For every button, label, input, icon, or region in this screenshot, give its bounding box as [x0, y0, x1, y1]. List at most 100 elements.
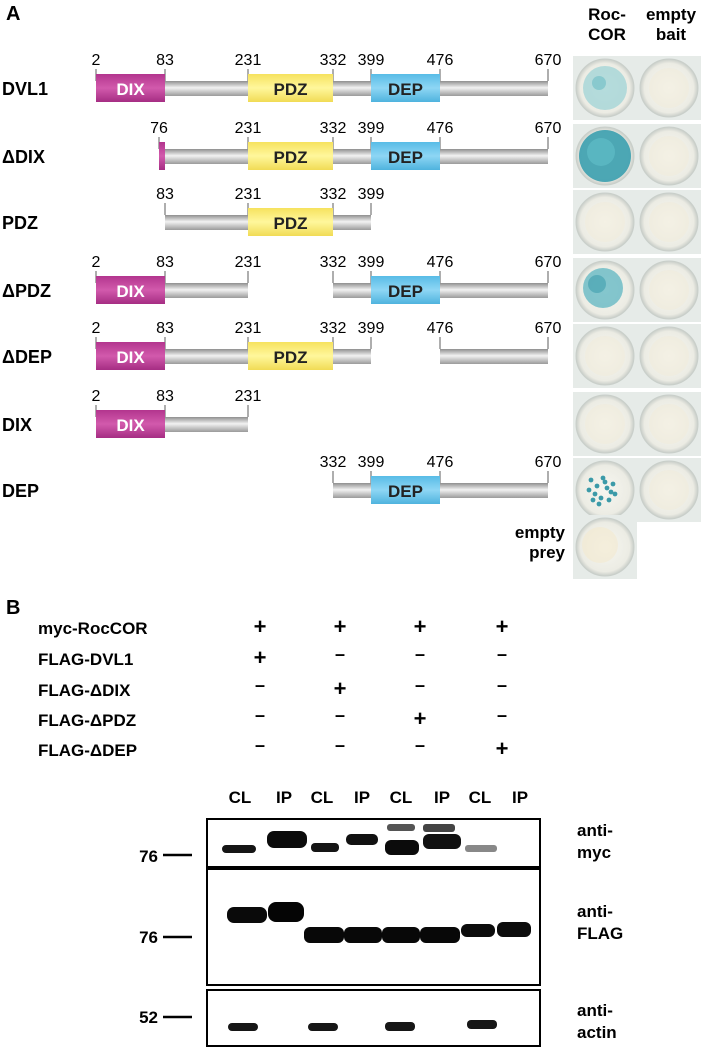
transfection-construct: FLAG-DVL1 [38, 650, 133, 669]
column-header-empty-bait-line2: bait [656, 25, 687, 44]
band [228, 1023, 258, 1031]
dix-domain-label: DIX [116, 416, 145, 435]
residue-number: 231 [235, 186, 262, 203]
marker-myc: 76 [139, 847, 192, 866]
residue-number: 476 [427, 320, 454, 337]
minus-mark: – [497, 644, 507, 664]
construct-row: ΔPDZ 2 83 231 332 399 476 670 DIX DEP [2, 254, 701, 322]
plus-mark: + [414, 614, 427, 639]
panel-b-label: B [6, 597, 20, 619]
pdz-domain [248, 74, 333, 102]
marker-myc-value: 76 [139, 847, 158, 866]
residue-number: 399 [358, 186, 385, 203]
empty-prey-line1: empty [515, 523, 566, 542]
residue-number: 332 [320, 454, 347, 471]
dix-domain [96, 342, 165, 370]
construct-row: DEP 332 399 476 670 DEP [2, 454, 701, 522]
panel-a-label: A [6, 3, 20, 25]
protein-backbone [159, 149, 548, 164]
dix-domain-label: DIX [116, 80, 145, 99]
minus-mark: – [335, 705, 345, 725]
minus-mark: – [497, 705, 507, 725]
construct-row: ΔDEP 2 83 231 332 399 476 670 DIX PDZ [2, 320, 701, 388]
construct-name: ΔDEP [2, 347, 52, 367]
dix-domain [96, 74, 165, 102]
roccor-plate [573, 124, 637, 188]
empty-prey-plate [573, 515, 637, 579]
roccor-plate [573, 324, 637, 388]
marker-flag-value: 76 [139, 928, 158, 947]
antibody-labels: anti- myc anti- FLAG anti- actin [577, 821, 623, 1042]
construct-name: ΔPDZ [2, 281, 51, 301]
column-header-roccor-line1: Roc- [588, 5, 626, 24]
dep-domain [371, 276, 440, 304]
antibody-flag-line1: anti- [577, 902, 613, 921]
band [465, 845, 497, 852]
plus-mark: + [254, 645, 267, 670]
residue-number: 231 [235, 120, 262, 137]
dix-domain-label: DIX [116, 282, 145, 301]
band [344, 927, 382, 943]
band [268, 902, 304, 922]
band [227, 907, 267, 923]
band [304, 927, 344, 943]
construct-name: DVL1 [2, 79, 48, 99]
residue-number: 399 [358, 254, 385, 271]
residue-number: 332 [320, 120, 347, 137]
minus-mark: – [255, 675, 265, 695]
residue-number: 2 [92, 320, 101, 337]
residue-number: 476 [427, 52, 454, 69]
minus-mark: – [415, 735, 425, 755]
residue-number: 399 [358, 120, 385, 137]
lane-label-ip: IP [434, 788, 450, 807]
residue-number: 670 [535, 454, 562, 471]
plus-mark: + [334, 614, 347, 639]
band [497, 922, 531, 937]
dix-domain [96, 410, 165, 438]
pdz-domain [248, 142, 333, 170]
empty-prey-line2: prey [529, 543, 565, 562]
antibody-actin-line1: anti- [577, 1001, 613, 1020]
marker-actin: 52 [139, 1008, 192, 1027]
band [420, 927, 460, 943]
plus-mark: + [414, 706, 427, 731]
band [346, 834, 378, 845]
residue-number: 231 [235, 52, 262, 69]
plus-mark: + [496, 614, 509, 639]
residue-number: 83 [156, 254, 174, 271]
protein-backbone [440, 349, 548, 364]
antibody-actin-line2: actin [577, 1023, 617, 1042]
band [267, 831, 307, 848]
lane-label-ip: IP [512, 788, 528, 807]
transfection-table: myc-RocCOR + + + + FLAG-DVL1 + – – – FLAG-ΔDIX – + – –… [38, 614, 508, 761]
residue-number: 476 [427, 254, 454, 271]
band [461, 924, 495, 937]
minus-mark: – [255, 705, 265, 725]
transfection-row: FLAG-DVL1 + – – – [38, 644, 507, 670]
residue-number: 399 [358, 52, 385, 69]
empty-prey-label: empty prey [515, 523, 566, 562]
roccor-plate [573, 458, 637, 522]
residue-number: 476 [427, 454, 454, 471]
marker-flag: 76 [139, 928, 192, 947]
residue-number: 231 [235, 254, 262, 271]
dix-domain [96, 276, 165, 304]
band [308, 1023, 338, 1031]
residue-number: 2 [92, 52, 101, 69]
minus-mark: – [415, 675, 425, 695]
construct-row: DVL1 2 83 231 332 399 476 670 DIX PDZ DEP [2, 52, 701, 120]
dix-domain-label: DIX [116, 348, 145, 367]
construct-row: PDZ 83 231 332 399 PDZ [2, 186, 701, 254]
transfection-row: FLAG-ΔDEP – – – + [38, 735, 508, 761]
pdz-domain-label: PDZ [274, 80, 308, 99]
dep-domain [371, 476, 440, 504]
lane-label-ip: IP [354, 788, 370, 807]
band [222, 845, 256, 853]
blot-myc [206, 818, 541, 868]
construct-name: DEP [2, 481, 39, 501]
dep-domain [371, 74, 440, 102]
construct-name: PDZ [2, 213, 38, 233]
lane-label-cl: CL [469, 788, 492, 807]
dep-domain-label: DEP [388, 80, 423, 99]
residue-number: 332 [320, 186, 347, 203]
